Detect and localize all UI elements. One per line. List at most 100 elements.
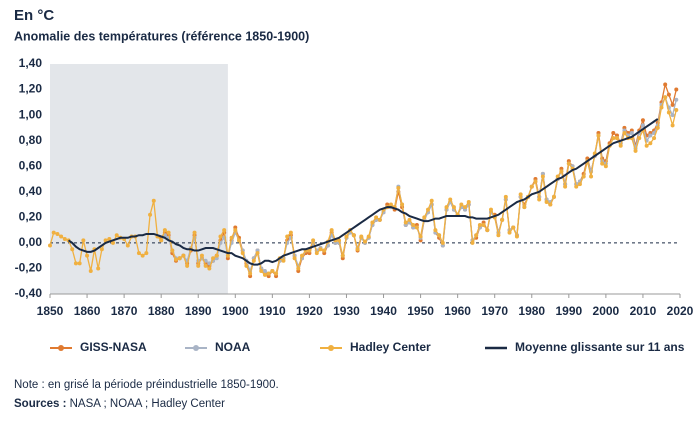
data-point bbox=[88, 269, 93, 273]
data-point bbox=[589, 174, 594, 179]
y-tick-label: 0,80 bbox=[19, 133, 43, 147]
data-point bbox=[259, 269, 264, 273]
data-point bbox=[437, 233, 442, 238]
legend-label: Hadley Center bbox=[350, 340, 431, 354]
data-point bbox=[136, 251, 141, 256]
data-point bbox=[440, 240, 445, 245]
data-point bbox=[262, 269, 267, 273]
data-point bbox=[199, 253, 204, 258]
data-point bbox=[114, 233, 119, 238]
legend-label: GISS-NASA bbox=[80, 340, 147, 354]
data-point bbox=[463, 205, 468, 210]
x-tick-label: 1950 bbox=[407, 304, 434, 318]
data-point bbox=[411, 223, 416, 227]
data-point bbox=[140, 253, 145, 258]
data-point bbox=[400, 202, 405, 207]
data-point bbox=[307, 248, 312, 253]
data-point bbox=[544, 200, 549, 204]
data-point bbox=[337, 238, 342, 243]
data-point bbox=[107, 237, 112, 242]
data-point bbox=[663, 95, 668, 100]
data-point bbox=[507, 230, 512, 235]
x-tick-label: 1900 bbox=[222, 304, 249, 318]
data-point bbox=[81, 238, 86, 243]
legend-marker bbox=[328, 345, 334, 351]
data-point bbox=[652, 136, 657, 141]
series-line bbox=[160, 95, 677, 275]
data-point bbox=[474, 233, 479, 238]
data-point bbox=[322, 248, 327, 253]
data-point bbox=[185, 263, 190, 268]
data-point bbox=[296, 266, 301, 271]
data-point bbox=[674, 97, 679, 102]
data-point bbox=[552, 194, 556, 199]
data-point bbox=[448, 197, 453, 202]
data-point bbox=[422, 215, 427, 220]
x-tick-label: 1860 bbox=[74, 304, 101, 318]
data-point bbox=[274, 271, 279, 276]
data-point bbox=[596, 133, 601, 138]
data-point bbox=[270, 269, 275, 273]
data-point bbox=[537, 197, 542, 202]
data-point bbox=[637, 136, 642, 141]
data-point bbox=[418, 234, 423, 239]
data-point bbox=[125, 243, 130, 248]
data-point bbox=[292, 256, 297, 261]
series-line bbox=[160, 82, 677, 278]
data-point bbox=[611, 131, 616, 135]
data-point bbox=[451, 205, 456, 210]
data-point bbox=[514, 234, 519, 239]
y-tick-label: 0,40 bbox=[19, 184, 43, 198]
x-tick-label: 1970 bbox=[481, 304, 508, 318]
data-point bbox=[388, 202, 393, 207]
data-point bbox=[311, 238, 316, 243]
data-point bbox=[426, 207, 430, 212]
data-point bbox=[170, 248, 175, 253]
data-point bbox=[581, 174, 586, 179]
data-point bbox=[540, 174, 545, 179]
data-point bbox=[674, 87, 679, 92]
data-point bbox=[151, 198, 156, 203]
data-point bbox=[77, 261, 82, 266]
data-point bbox=[144, 251, 149, 256]
data-point bbox=[229, 235, 234, 240]
data-point bbox=[522, 205, 527, 210]
data-point bbox=[611, 136, 616, 141]
y-tick-label: 0,20 bbox=[19, 210, 43, 224]
data-point bbox=[574, 184, 579, 189]
data-point bbox=[85, 253, 90, 258]
data-point bbox=[351, 233, 356, 238]
x-tick-label: 1960 bbox=[444, 304, 471, 318]
data-point bbox=[300, 253, 304, 258]
data-point bbox=[470, 240, 475, 245]
data-point bbox=[248, 271, 253, 276]
data-point bbox=[615, 136, 619, 141]
data-point bbox=[503, 194, 508, 199]
y-tick-label: 1,40 bbox=[19, 56, 43, 70]
data-point bbox=[288, 230, 293, 235]
data-point bbox=[355, 247, 360, 252]
data-point bbox=[659, 105, 664, 110]
data-point bbox=[670, 113, 675, 118]
data-point bbox=[655, 125, 660, 130]
x-tick-label: 2010 bbox=[630, 304, 657, 318]
data-point bbox=[62, 237, 67, 242]
data-point bbox=[403, 220, 408, 225]
moving-average-line bbox=[67, 118, 659, 266]
data-point bbox=[196, 263, 201, 268]
data-point bbox=[211, 256, 216, 261]
data-point bbox=[500, 217, 505, 222]
data-point bbox=[70, 247, 75, 252]
data-point bbox=[633, 148, 638, 153]
data-point bbox=[414, 225, 419, 230]
x-tick-label: 1990 bbox=[555, 304, 582, 318]
data-point bbox=[262, 272, 267, 277]
data-point bbox=[529, 184, 534, 189]
data-point bbox=[670, 123, 675, 128]
data-point bbox=[533, 179, 538, 184]
data-point bbox=[99, 247, 104, 252]
y-tick-label: 0,60 bbox=[19, 158, 43, 172]
data-point bbox=[240, 251, 245, 256]
legend-label: NOAA bbox=[215, 340, 251, 354]
